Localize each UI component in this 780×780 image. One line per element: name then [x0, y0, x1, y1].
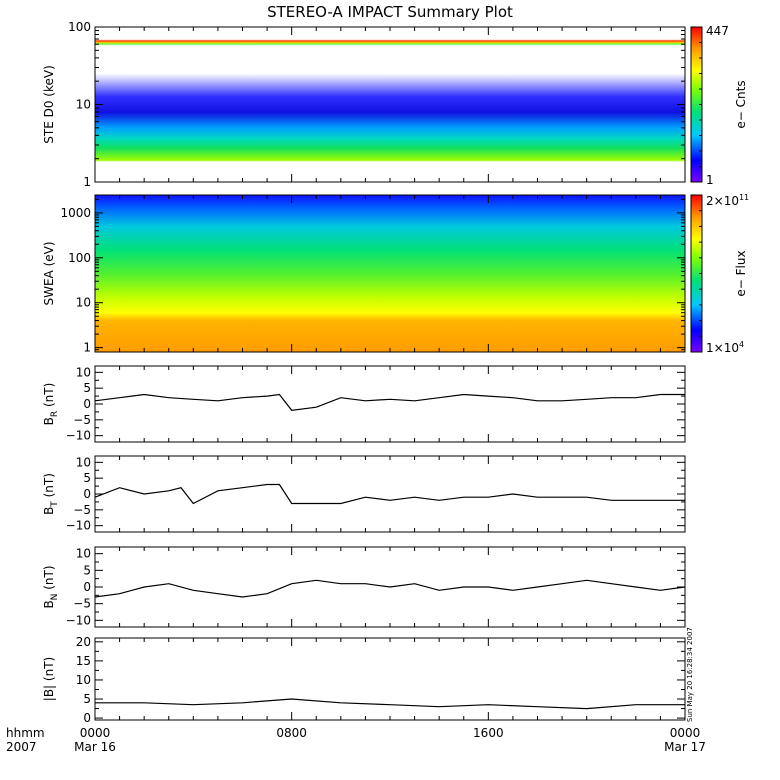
- y-tick-label: 10: [76, 98, 91, 112]
- y-tick-label: −5: [73, 413, 91, 427]
- y-tick-label: 0: [83, 711, 91, 725]
- ste-colorbar-label: e− Cnts: [734, 80, 748, 128]
- y-tick-label: 5: [83, 381, 91, 395]
- y-tick-label: 10: [76, 365, 91, 379]
- y-tick-label: −5: [73, 597, 91, 611]
- colorbar-min-label: 1: [706, 173, 714, 187]
- time-tick-label: 0800: [276, 726, 307, 740]
- bt-ylabel: BT (nT): [42, 473, 60, 515]
- colorbar-max-label: 447: [706, 24, 729, 38]
- y-tick-label: 1000: [60, 206, 91, 220]
- y-tick-label: 0: [83, 397, 91, 411]
- y-tick-label: 100: [68, 251, 91, 265]
- y-tick-label: 5: [83, 563, 91, 577]
- y-tick-label: 10: [76, 673, 91, 687]
- ste-ylabel: STE D0 (keV): [42, 65, 56, 144]
- time-axis-label-bottom: 2007: [6, 740, 37, 754]
- bt-frame: [94, 455, 686, 533]
- y-tick-label: −10: [66, 429, 91, 443]
- time-tick-label: 0000: [80, 726, 111, 740]
- bn-trace: [94, 579, 686, 598]
- colorbar-max-label: 2×1011: [706, 193, 749, 208]
- y-tick-label: 1: [83, 341, 91, 355]
- y-tick-label: 10: [76, 547, 91, 561]
- bt-trace: [94, 483, 685, 505]
- br-frame: [94, 365, 686, 443]
- y-tick-label: 1: [83, 175, 91, 189]
- plot-title: STEREO-A IMPACT Summary Plot: [267, 3, 513, 21]
- y-tick-label: −10: [66, 519, 91, 533]
- y-tick-label: −10: [66, 613, 91, 627]
- br-ylabel: BR (nT): [42, 383, 60, 426]
- swea-colorbar-label: e− Flux: [734, 250, 748, 296]
- y-tick-label: 10: [76, 296, 91, 310]
- timestamp: Sun May 20 16:28:34 2007: [686, 627, 694, 722]
- y-tick-label: −5: [73, 503, 91, 517]
- date-tick-label: Mar 17: [664, 740, 706, 754]
- y-tick-label: 10: [76, 455, 91, 469]
- time-axis-label-top: hhmm: [6, 726, 45, 740]
- bmag-ylabel: |B| (nT): [42, 657, 56, 701]
- ste-spectrogram: [95, 27, 685, 182]
- y-tick-label: 100: [68, 20, 91, 34]
- date-tick-label: Mar 16: [74, 740, 116, 754]
- swea-ylabel: SWEA (eV): [42, 241, 56, 305]
- time-tick-label: 0000: [670, 726, 701, 740]
- time-tick-label: 1600: [473, 726, 504, 740]
- y-tick-label: 5: [83, 471, 91, 485]
- bmag-trace: [95, 698, 685, 710]
- colorbar-min-label: 1×104: [706, 340, 744, 355]
- y-tick-label: 5: [83, 692, 91, 706]
- y-tick-label: 0: [83, 487, 91, 501]
- y-tick-label: 15: [76, 654, 91, 668]
- y-tick-label: 0: [83, 580, 91, 594]
- bn-ylabel: BN (nT): [42, 565, 60, 608]
- y-tick-label: 20: [76, 635, 91, 649]
- swea-spectrogram: [95, 195, 685, 352]
- br-trace: [94, 393, 685, 411]
